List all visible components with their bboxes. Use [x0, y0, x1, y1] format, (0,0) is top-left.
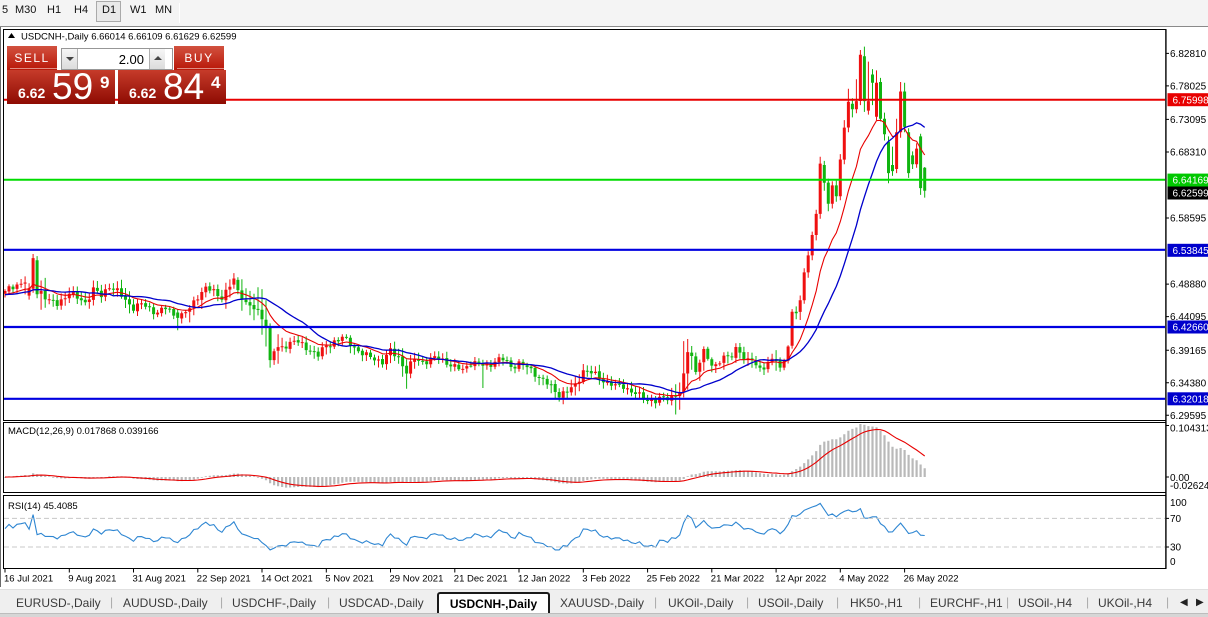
svg-text:0.00: 0.00	[1170, 473, 1190, 484]
svg-text:3 Feb 2022: 3 Feb 2022	[582, 573, 630, 584]
svg-text:6.82810: 6.82810	[1170, 49, 1207, 60]
svg-text:16 Jul 2021: 16 Jul 2021	[4, 573, 53, 584]
svg-text:6.32018: 6.32018	[1173, 394, 1208, 405]
svg-text:0.104313: 0.104313	[1170, 423, 1208, 434]
svg-text:6.62599: 6.62599	[1173, 189, 1208, 200]
svg-text:4 May 2022: 4 May 2022	[839, 573, 889, 584]
svg-text:6.64169: 6.64169	[1173, 176, 1208, 187]
svg-text:26 May 2022: 26 May 2022	[904, 573, 959, 584]
svg-text:MACD(12,26,9) 0.017868 0.03916: MACD(12,26,9) 0.017868 0.039166	[8, 426, 159, 437]
svg-text:6.44095: 6.44095	[1170, 312, 1207, 323]
svg-text:6.34380: 6.34380	[1170, 378, 1207, 389]
svg-text:0: 0	[1170, 557, 1176, 568]
svg-text:14 Oct 2021: 14 Oct 2021	[261, 573, 313, 584]
svg-text:21 Dec 2021: 21 Dec 2021	[454, 573, 508, 584]
svg-text:70: 70	[1170, 514, 1182, 525]
svg-text:12 Jan 2022: 12 Jan 2022	[518, 573, 570, 584]
svg-text:6.42660: 6.42660	[1173, 323, 1208, 334]
svg-text:-0.026249: -0.026249	[1170, 481, 1208, 492]
svg-text:22 Sep 2021: 22 Sep 2021	[197, 573, 251, 584]
svg-text:6.53845: 6.53845	[1173, 246, 1208, 257]
svg-text:30: 30	[1170, 543, 1182, 554]
svg-text:USDCNH-,Daily 6.66014 6.66109: USDCNH-,Daily 6.66014 6.66109 6.61629 6.…	[21, 32, 236, 43]
svg-text:6.68310: 6.68310	[1170, 148, 1207, 159]
svg-text:6.39165: 6.39165	[1170, 346, 1207, 357]
svg-text:6.73095: 6.73095	[1170, 115, 1207, 126]
svg-text:12 Apr 2022: 12 Apr 2022	[775, 573, 826, 584]
svg-text:100: 100	[1170, 498, 1187, 509]
svg-text:29 Nov 2021: 29 Nov 2021	[390, 573, 444, 584]
svg-text:6.29595: 6.29595	[1170, 411, 1207, 422]
svg-text:6.75998: 6.75998	[1173, 95, 1208, 106]
svg-text:31 Aug 2021: 31 Aug 2021	[133, 573, 186, 584]
svg-text:6.48880: 6.48880	[1170, 280, 1207, 291]
svg-text:25 Feb 2022: 25 Feb 2022	[647, 573, 700, 584]
svg-text:9 Aug 2021: 9 Aug 2021	[68, 573, 116, 584]
svg-text:6.58595: 6.58595	[1170, 214, 1207, 225]
svg-text:21 Mar 2022: 21 Mar 2022	[711, 573, 764, 584]
svg-text:6.78025: 6.78025	[1170, 82, 1207, 93]
svg-text:RSI(14) 45.4085: RSI(14) 45.4085	[8, 501, 78, 512]
svg-text:5 Nov 2021: 5 Nov 2021	[325, 573, 374, 584]
